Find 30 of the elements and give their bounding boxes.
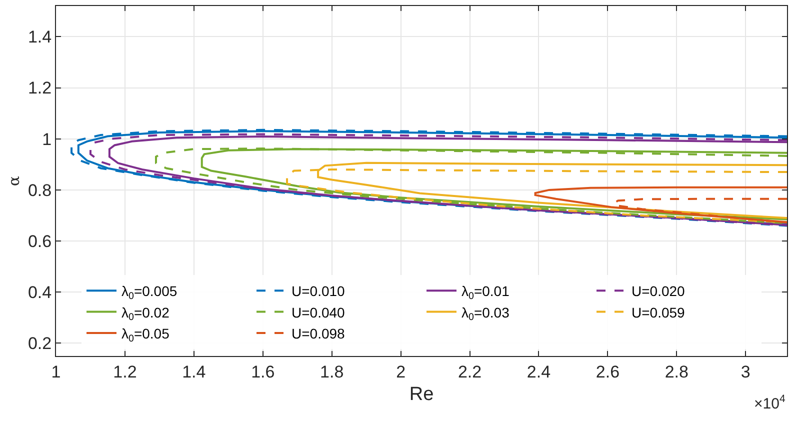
y-tick-label: 0.8 <box>28 180 52 200</box>
legend-label: λ$_{0}$=0.02 <box>122 304 170 324</box>
x-tick-label: 1.8 <box>320 362 344 382</box>
x-tick-label: 2.4 <box>526 362 551 382</box>
y-tick-label: 1.2 <box>28 78 52 98</box>
legend-label: λ$_{0}$=0.01 <box>462 283 510 302</box>
text: ×10$^{4}$ <box>754 393 786 412</box>
legend-label: λ$_{0}$=0.03 <box>462 304 510 324</box>
legend-label: U=0.040 <box>292 304 346 320</box>
x-tick-label: 2.6 <box>596 362 620 382</box>
x-axis-title: Re <box>409 384 434 406</box>
x-tick-label: 3 <box>740 362 750 382</box>
x-tick-label: 2.2 <box>458 362 482 382</box>
legend-label: U=0.020 <box>632 283 686 300</box>
x-tick-label: 2 <box>396 362 406 382</box>
y-tick-label: 0.2 <box>28 334 52 354</box>
x-tick-label: 2.8 <box>664 362 688 382</box>
x-tick-label: 1.4 <box>182 362 206 382</box>
legend-label: U=0.059 <box>632 304 686 320</box>
y-axis-title: α <box>5 176 24 186</box>
y-tick-label: 0.4 <box>28 283 52 302</box>
y-tick-label: 1 <box>42 130 52 149</box>
x-tick-label: 1.2 <box>113 362 137 382</box>
y-tick-label: 0.6 <box>28 232 52 251</box>
y-tick-label: 1.4 <box>28 28 52 47</box>
legend-label: U=0.098 <box>292 325 346 342</box>
legend-label: λ$_{0}$=0.05 <box>122 325 170 344</box>
legend-label: U=0.010 <box>292 283 346 300</box>
x-tick-label: 1.6 <box>251 362 275 382</box>
legend-label: λ$_{0}$=0.005 <box>122 283 178 302</box>
